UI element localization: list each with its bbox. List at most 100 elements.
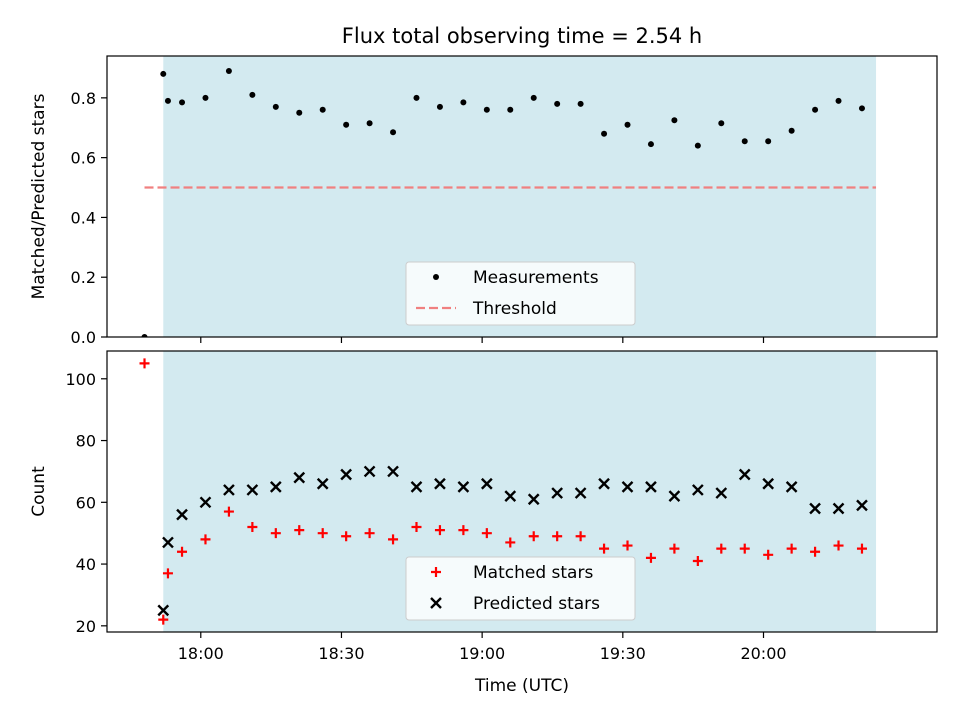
matched-star-point — [341, 531, 352, 542]
matched-star-point — [317, 528, 328, 539]
matched-star-point — [810, 546, 821, 557]
predicted-star-point — [293, 471, 306, 484]
predicted-star-point — [363, 465, 376, 478]
measurement-point — [164, 97, 171, 104]
predicted-star-point — [480, 477, 493, 490]
matched-star-point — [692, 555, 703, 566]
matched-star-point — [505, 537, 516, 548]
matched-star-point — [200, 534, 211, 545]
predicted-star-point — [410, 481, 423, 493]
legend: Measurements Threshold — [405, 261, 636, 326]
predicted-star-point — [738, 468, 751, 481]
predicted-star-point — [809, 502, 821, 515]
y-tick-label: 80 — [76, 432, 96, 451]
measurement-point — [343, 121, 350, 128]
predicted-star-point — [856, 499, 868, 512]
matched-star-point — [833, 540, 844, 551]
measurement-point — [624, 121, 631, 128]
predicted-star-point — [199, 496, 212, 509]
matched-star-point — [388, 534, 399, 545]
matched-star-point — [856, 543, 867, 554]
measurement-point — [601, 130, 608, 137]
legend-measurement-swatch — [433, 274, 439, 280]
y-tick-label: 60 — [76, 493, 96, 512]
predicted-star-point — [387, 465, 399, 478]
predicted-star-point — [269, 481, 282, 493]
legend-label: Threshold — [472, 299, 557, 319]
y-tick-label: 0.0 — [71, 328, 96, 347]
predicted-star-point — [668, 490, 681, 502]
plot-data — [139, 358, 868, 625]
y-tick-label: 100 — [65, 370, 96, 389]
measurement-point — [413, 94, 420, 101]
legend-matched-swatch — [431, 567, 441, 577]
matched-star-point — [645, 552, 656, 563]
predicted-star-point — [645, 481, 657, 493]
legend-predicted-swatch — [430, 597, 442, 609]
predicted-star-point — [504, 490, 517, 502]
measurement-point — [141, 334, 148, 337]
measurement-point — [483, 106, 490, 113]
predicted-star-point — [434, 477, 446, 490]
measurement-point — [530, 94, 537, 101]
matched-star-point — [786, 543, 797, 554]
predicted-star-point — [832, 502, 845, 515]
legend-box — [405, 556, 636, 621]
measurement-point — [812, 106, 819, 113]
y-tick-label: 40 — [76, 555, 96, 574]
x-tick-label: 19:00 — [459, 644, 505, 663]
y-axis-label: Matched/Predicted stars — [29, 93, 49, 299]
x-tick-label: 19:30 — [600, 644, 646, 663]
top-panel: 0.0 0.2 0.4 0.6 0.8 Matched/Predicted stars Me… — [29, 55, 938, 347]
matched-star-point — [223, 506, 234, 517]
legend-label: Measurements — [473, 268, 599, 288]
plot-frame — [106, 55, 938, 338]
legend-box — [405, 261, 636, 326]
predicted-star-point — [316, 477, 329, 490]
predicted-star-point — [574, 487, 587, 499]
matched-star-point — [528, 531, 539, 542]
matched-star-point — [481, 528, 492, 539]
predicted-star-point — [762, 477, 775, 490]
y-tick-label: 20 — [76, 617, 96, 636]
x-tick-label: 20:00 — [740, 644, 786, 663]
predicted-star-point — [246, 484, 259, 496]
measurement-point — [179, 99, 186, 106]
measurement-point — [390, 129, 397, 136]
chart-title: Flux total observing time = 2.54 h — [342, 24, 702, 48]
measurement-point — [160, 70, 167, 77]
matched-star-point — [458, 525, 469, 536]
predicted-star-point — [527, 493, 540, 506]
y-tick-label: 0.8 — [71, 89, 96, 108]
matched-star-point — [599, 543, 610, 554]
measurement-point — [577, 100, 584, 107]
matched-star-point — [177, 546, 188, 557]
legend-label: Predicted stars — [473, 594, 600, 614]
measurement-point — [507, 106, 514, 113]
predicted-star-point — [340, 468, 353, 481]
measurement-point — [694, 142, 701, 149]
x-tick-label: 18:00 — [178, 644, 224, 663]
matched-star-point — [669, 543, 680, 554]
predicted-star-point — [621, 481, 634, 493]
measurement-point — [554, 100, 561, 107]
matched-star-point — [139, 358, 150, 369]
matched-star-point — [270, 528, 281, 539]
measurement-point — [835, 97, 842, 104]
measurement-point — [671, 117, 678, 124]
predicted-star-point — [162, 536, 174, 549]
measurement-point — [765, 138, 772, 145]
bottom-panel: 20 40 60 80 100 18:00 18:30 19:00 19:30 20:00 Coun… — [29, 350, 938, 696]
matched-star-point — [434, 525, 445, 536]
predicted-star-point — [598, 477, 610, 490]
measurement-point — [366, 120, 373, 127]
y-axis-label: Count — [29, 466, 49, 517]
matched-star-point — [158, 614, 169, 625]
matched-star-point — [162, 568, 173, 579]
measurement-point — [858, 105, 865, 112]
measurement-point — [296, 109, 303, 116]
predicted-star-point — [223, 484, 235, 496]
plot-frame — [106, 350, 938, 633]
legend: Matched stars Predicted stars — [405, 556, 636, 621]
